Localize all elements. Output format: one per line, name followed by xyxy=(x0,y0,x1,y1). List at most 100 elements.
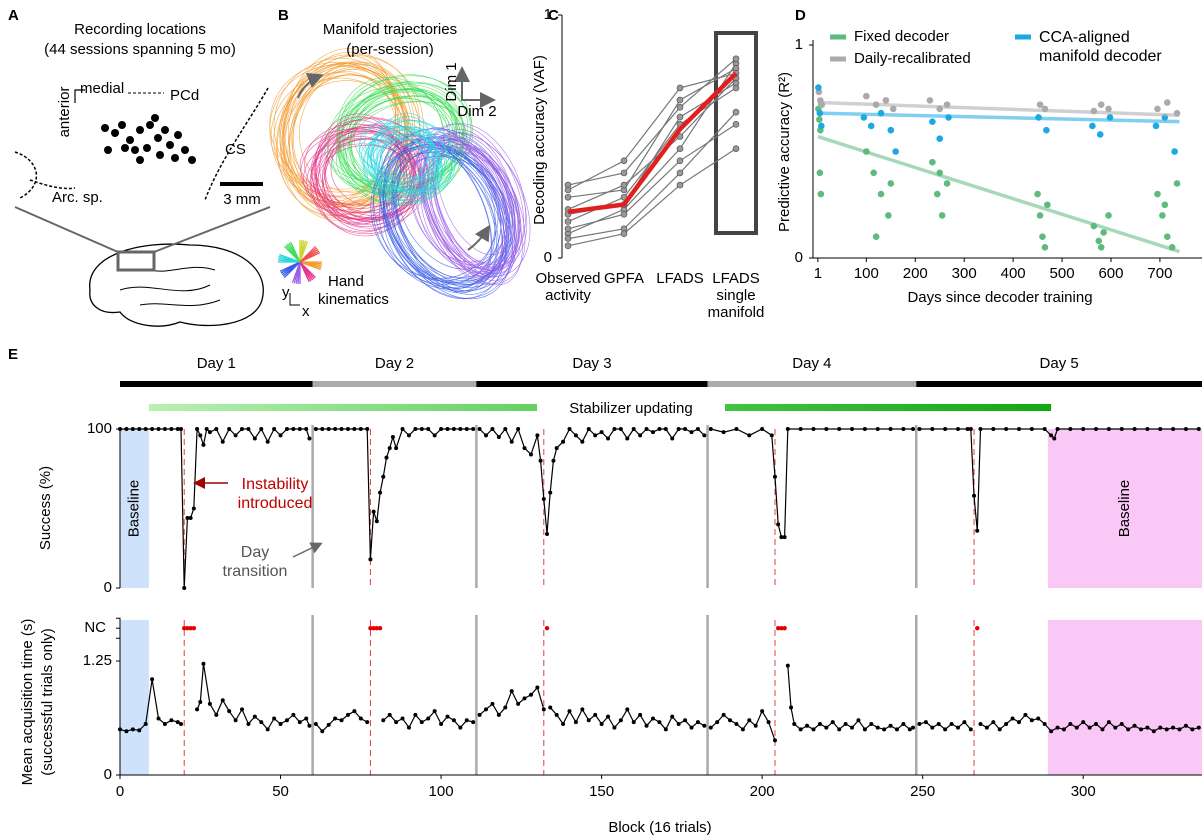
nc-point xyxy=(775,626,781,631)
point xyxy=(580,707,585,712)
point xyxy=(676,104,684,111)
trajectory xyxy=(317,144,418,221)
point xyxy=(815,84,822,91)
point xyxy=(426,716,431,721)
day-bar xyxy=(707,381,917,387)
point xyxy=(798,427,803,431)
point xyxy=(1100,229,1107,236)
point xyxy=(885,212,892,219)
trajectory xyxy=(371,112,431,187)
point xyxy=(484,433,489,438)
point xyxy=(246,427,251,431)
stabilizer-label: Stabilizer updating xyxy=(569,400,692,417)
point xyxy=(644,723,649,728)
point xyxy=(339,718,344,723)
x-tick-label: 250 xyxy=(910,783,935,800)
point xyxy=(291,712,296,717)
nc-bracket xyxy=(116,617,121,639)
fit-line xyxy=(817,134,1181,254)
point xyxy=(870,169,877,177)
kinematic-trace xyxy=(290,241,301,263)
point xyxy=(381,474,386,479)
point xyxy=(297,720,302,725)
point xyxy=(926,97,934,104)
nc-point xyxy=(188,626,193,631)
point xyxy=(490,427,495,431)
point xyxy=(676,84,684,92)
baseline-label: Baseline xyxy=(125,480,142,538)
panel-a-drawing xyxy=(14,87,271,327)
point xyxy=(1145,725,1150,730)
nc-point xyxy=(782,626,787,631)
point xyxy=(930,427,935,431)
trajectory xyxy=(417,127,503,274)
point xyxy=(503,705,508,710)
point xyxy=(975,528,980,533)
point xyxy=(1100,727,1105,732)
trajectory xyxy=(422,132,528,271)
point xyxy=(929,158,936,166)
kinematic-trace xyxy=(299,241,309,263)
x-tick-label: 1 xyxy=(814,265,822,282)
point xyxy=(943,180,951,187)
point xyxy=(400,716,405,721)
baseline-region xyxy=(1047,620,1202,775)
nc-point xyxy=(779,626,784,631)
region-label: CS xyxy=(225,141,246,158)
point xyxy=(1036,101,1044,108)
point xyxy=(365,427,370,431)
title: (44 sessions spanning 5 mo) xyxy=(44,41,236,58)
axis-label: y xyxy=(282,284,290,301)
point xyxy=(516,701,521,706)
caption: Hand xyxy=(328,273,364,290)
point xyxy=(997,727,1002,732)
point xyxy=(1034,190,1041,198)
point xyxy=(930,725,935,730)
point xyxy=(708,725,713,730)
point xyxy=(227,427,232,431)
point xyxy=(955,427,960,431)
point xyxy=(528,692,533,697)
point xyxy=(670,714,675,719)
y-axis-label: Mean acquisition time (s) xyxy=(19,619,36,786)
point xyxy=(877,190,885,198)
title: Recording locations xyxy=(74,21,206,38)
point xyxy=(220,439,225,444)
point xyxy=(663,427,668,431)
point xyxy=(326,427,331,431)
point xyxy=(143,427,148,431)
point xyxy=(911,427,916,431)
panel-label: E xyxy=(8,346,18,363)
x-tick-label: 700 xyxy=(1147,265,1172,282)
point xyxy=(1171,725,1176,730)
hand-kinematics xyxy=(278,240,322,284)
trajectory xyxy=(358,126,440,183)
point xyxy=(1159,212,1166,219)
point xyxy=(272,427,277,431)
nc-point xyxy=(185,626,190,631)
point xyxy=(901,427,906,431)
kinematic-trace xyxy=(299,261,321,271)
y-tick-label: NC xyxy=(84,619,106,636)
point xyxy=(785,663,790,668)
x-tick-label: 150 xyxy=(589,783,614,800)
y-axis-label: Decoding accuracy (VAF) xyxy=(531,55,548,225)
point xyxy=(195,707,200,712)
y-tick-label: 100 xyxy=(87,420,112,437)
point xyxy=(923,720,928,725)
point xyxy=(371,509,376,514)
x-tick-label: 0 xyxy=(116,783,124,800)
point xyxy=(968,427,973,431)
point xyxy=(1171,427,1176,431)
point xyxy=(606,714,611,719)
fit-line xyxy=(817,100,1180,118)
point xyxy=(564,225,572,233)
point xyxy=(606,436,611,441)
point xyxy=(175,427,180,431)
trajectory xyxy=(330,131,416,207)
y-axis-label: Predictive accuracy (R²) xyxy=(776,72,793,232)
y-tick-label: 0 xyxy=(104,766,112,783)
trajectory xyxy=(388,151,499,292)
trajectory xyxy=(434,143,515,264)
point xyxy=(837,727,842,732)
